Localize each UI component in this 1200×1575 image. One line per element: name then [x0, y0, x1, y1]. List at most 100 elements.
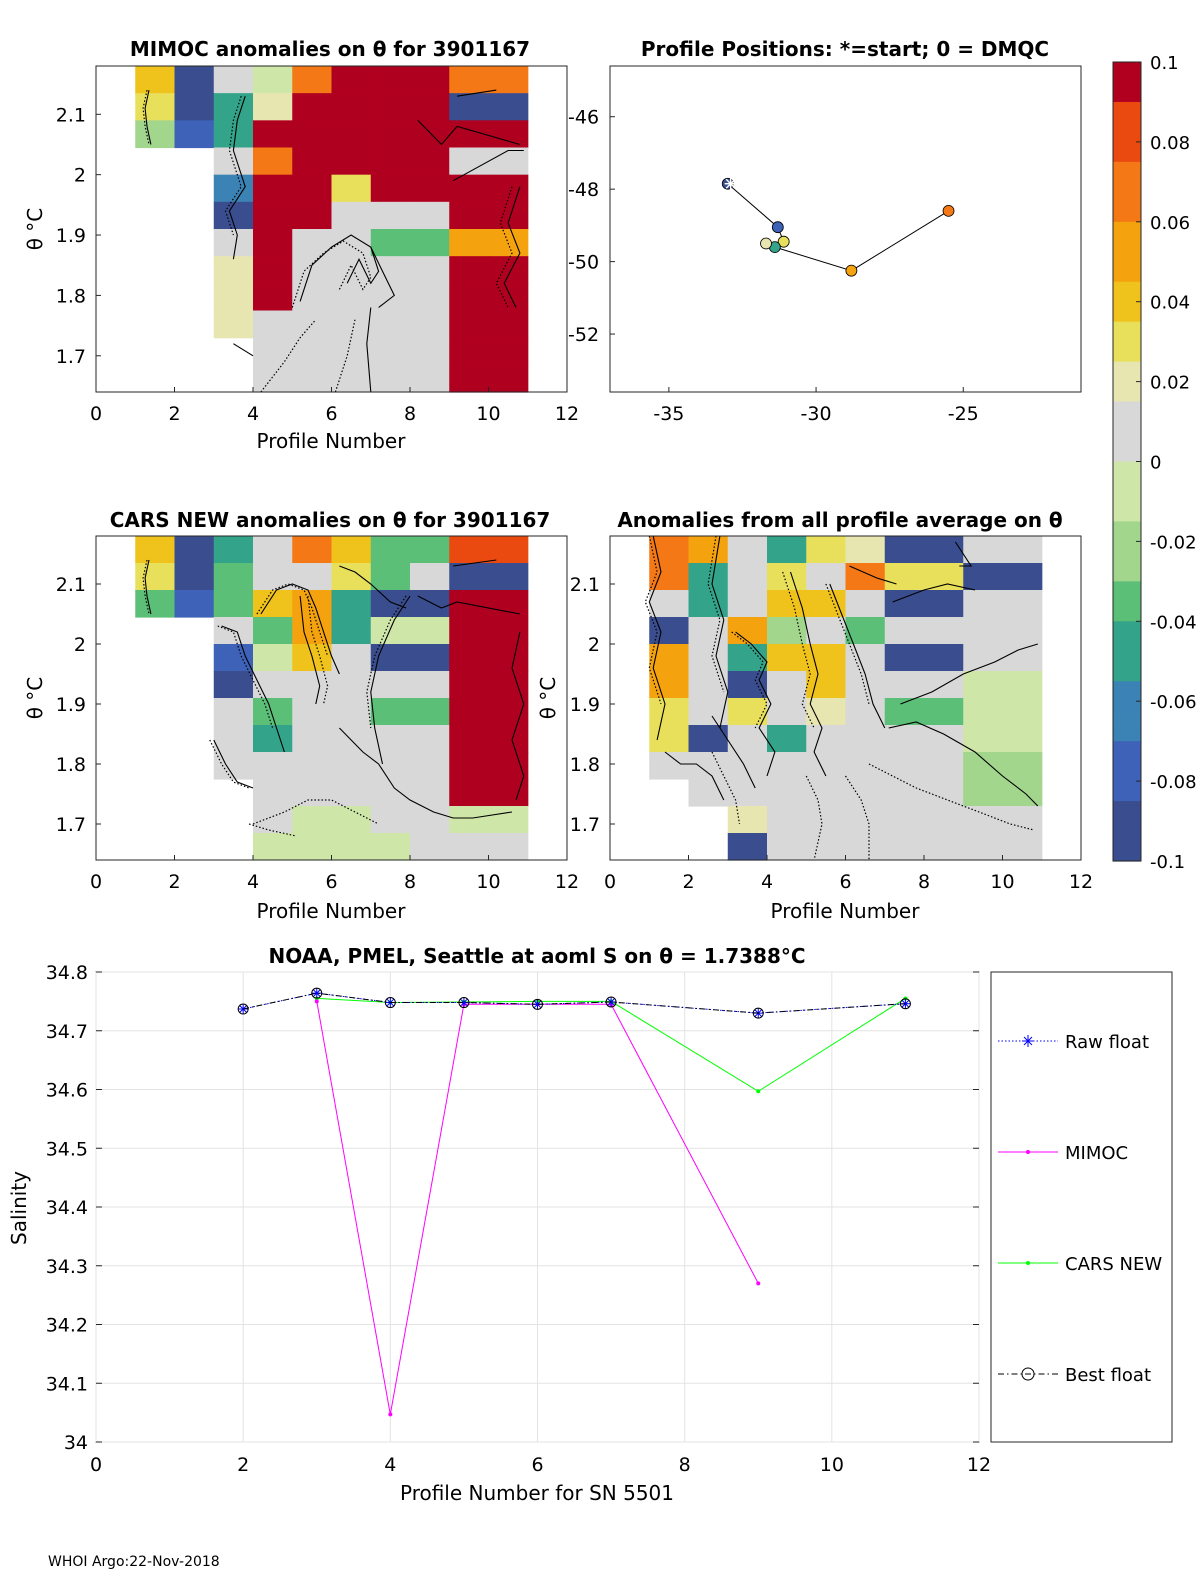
- cars-contour-line: [221, 625, 285, 753]
- profile_avg-cell: [688, 752, 729, 780]
- colorbar-swatch: [1113, 385, 1141, 391]
- colorbar-swatch: [1113, 545, 1141, 550]
- colorbar-swatch: [1113, 825, 1141, 830]
- colorbar-swatch: [1113, 561, 1141, 566]
- colorbar-swatch: [1113, 421, 1141, 427]
- raw-float-marker: [311, 988, 322, 999]
- mimoc-cell: [449, 66, 490, 94]
- colorbar-swatch: [1113, 169, 1141, 175]
- mimoc-cell: [410, 201, 450, 230]
- series-point-mimoc: [756, 1281, 761, 1286]
- profile_avg-cell: [845, 698, 886, 726]
- cars-contour-line: [453, 559, 497, 567]
- mimoc-cell: [410, 66, 450, 94]
- salinity-y-tick-label: 34.7: [46, 1021, 88, 1043]
- mimoc-cell: [213, 256, 254, 284]
- cars-cell: [370, 833, 411, 861]
- cars-cell: [331, 671, 372, 699]
- profile_avg-cell: [1002, 590, 1043, 618]
- colorbar-swatch: [1113, 749, 1141, 754]
- cars-x-tick-label: 8: [404, 871, 416, 893]
- colorbar-swatch: [1113, 457, 1141, 463]
- cars-contour-line: [299, 595, 321, 705]
- profile_avg-cell: [688, 617, 729, 645]
- cars-contour-line: [307, 595, 329, 705]
- colorbar-swatch: [1113, 641, 1141, 646]
- series-point-mimoc: [388, 1412, 393, 1417]
- mimoc-cell: [410, 310, 450, 339]
- cars-cell: [292, 698, 333, 726]
- mimoc-cell: [410, 337, 450, 366]
- colorbar-swatch: [1113, 209, 1141, 215]
- mimoc-cell: [253, 66, 293, 94]
- cars-cell: [253, 833, 293, 861]
- cars-cell: [331, 833, 372, 861]
- colorbar-swatch: [1113, 849, 1141, 854]
- cars-cell: [410, 752, 450, 780]
- colorbar-swatch: [1113, 181, 1141, 187]
- colorbar-swatch: [1113, 245, 1141, 251]
- profile_avg-cell: [924, 725, 964, 753]
- cars-cell: [488, 563, 529, 591]
- cars-y-tick-label: 1.7: [56, 814, 86, 836]
- colorbar-swatch: [1113, 805, 1141, 810]
- mimoc-cell: [213, 229, 254, 257]
- legend-label: CARS NEW: [1065, 1254, 1162, 1275]
- colorbar-swatch: [1113, 217, 1141, 223]
- mimoc-y-tick-label: 1.7: [56, 346, 86, 368]
- cars-cell: [488, 725, 529, 753]
- mimoc-cell: [331, 147, 372, 176]
- profile_avg-cell: [884, 833, 925, 861]
- colorbar-swatch: [1113, 293, 1141, 299]
- colorbar-swatch: [1113, 721, 1141, 726]
- profile_avg-cell: [963, 698, 1004, 726]
- profile_avg-cell: [767, 671, 807, 699]
- cars-cell: [213, 698, 254, 726]
- cars-contour-line: [209, 739, 250, 789]
- colorbar-swatch: [1113, 585, 1141, 590]
- cars-y-tick-label: 1.9: [56, 694, 86, 716]
- cars-cell: [253, 806, 293, 834]
- mimoc-cell: [253, 174, 293, 203]
- colorbar-swatch: [1113, 397, 1141, 403]
- profile_avg-cell: [924, 590, 964, 618]
- profile_avg-cell: [1002, 725, 1043, 753]
- mimoc-cell: [370, 201, 411, 230]
- colorbar-swatch: [1113, 625, 1141, 630]
- mimoc-cell: [292, 256, 333, 284]
- mimoc-contour-line: [233, 343, 254, 357]
- profile_avg-cell: [884, 725, 925, 753]
- raw-float-star-stroke: [312, 989, 321, 998]
- cars-panel: CARS NEW anomalies on θ for 3901167 0 2 4 6…: [23, 508, 579, 923]
- cars-cell: [488, 806, 529, 834]
- mimoc-cell: [410, 364, 450, 393]
- profile_avg-cell: [963, 536, 1004, 564]
- mimoc-cell: [370, 93, 411, 121]
- profile_avg-cell: [1002, 671, 1043, 699]
- series-line-mimoc: [316, 1001, 759, 1415]
- colorbar-swatch: [1113, 373, 1141, 379]
- colorbar-swatch: [1113, 773, 1141, 778]
- cars-cell: [331, 779, 372, 807]
- profile_avg-cell: [727, 590, 768, 618]
- cars-cell: [292, 806, 333, 834]
- colorbar-swatch: [1113, 297, 1141, 303]
- cars-xlabel: Profile Number: [257, 899, 407, 923]
- mimoc-cell: [370, 174, 411, 203]
- colorbar-swatch: [1113, 677, 1141, 682]
- mimoc-cell: [331, 174, 372, 203]
- mimoc-cell: [449, 201, 490, 230]
- colorbar-swatch: [1113, 789, 1141, 794]
- positions-star-stroke: [725, 178, 736, 189]
- cars-cell: [331, 644, 372, 672]
- profile_avg-cell: [649, 698, 690, 726]
- colorbar-swatch: [1113, 441, 1141, 447]
- colorbar-swatch: [1113, 817, 1141, 822]
- colorbar-swatch: [1113, 793, 1141, 798]
- profile_avg-cell: [767, 698, 807, 726]
- profile_avg-contour-line: [954, 541, 973, 567]
- mimoc-cell: [213, 310, 254, 339]
- colorbar-tick-label: 0.1: [1150, 53, 1179, 74]
- mimoc-x-tick-label: 12: [555, 403, 579, 425]
- profile_avg-cell: [806, 752, 847, 780]
